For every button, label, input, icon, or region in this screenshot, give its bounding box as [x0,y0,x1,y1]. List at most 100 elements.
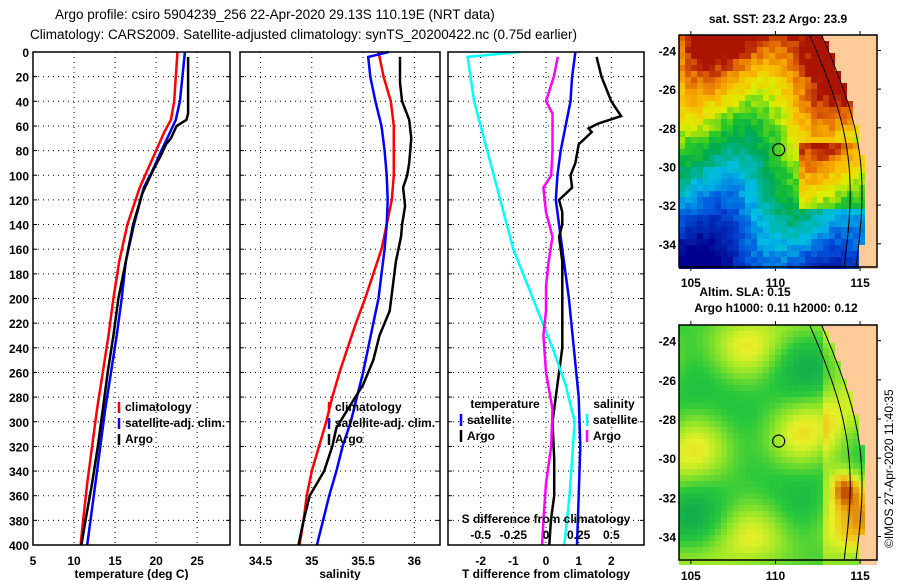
map-cell [685,251,691,257]
map-cell [805,257,811,263]
map-cell [871,373,877,379]
map-cell [697,493,703,499]
map-cell [847,161,853,167]
map-cell [775,83,781,89]
map-cell [781,107,787,113]
map-cell [787,179,793,185]
map-cell [853,203,859,209]
map-cell [847,131,853,137]
map-cell [799,367,805,373]
map-cell [811,391,817,397]
map-cell [769,203,775,209]
map-cell [685,355,691,361]
map-cell [763,155,769,161]
map-cell [781,245,787,251]
map-cell [859,403,865,409]
map-cell [835,433,841,439]
map-cell [841,149,847,155]
map-cell [703,239,709,245]
map-cell [703,95,709,101]
map-cell [733,197,739,203]
map-cell [793,553,799,559]
map-cell [805,397,811,403]
map-cell [853,125,859,131]
map-cell [841,457,847,463]
map-cell [775,439,781,445]
map-cell [685,203,691,209]
map-cell [811,197,817,203]
map-cell [703,379,709,385]
map-cell [697,89,703,95]
map-cell [703,397,709,403]
map-cell [751,493,757,499]
map-cell [763,541,769,547]
map-cell [817,343,823,349]
map-cell [793,245,799,251]
map-cell [739,499,745,505]
map-cell [799,541,805,547]
map-cell [679,137,685,143]
map-cell [691,221,697,227]
map-cell [691,119,697,125]
map-cell [697,547,703,553]
map-cell [793,409,799,415]
map-cell [841,161,847,167]
map-cell [703,373,709,379]
map-cell [835,487,841,493]
map-cell [787,59,793,65]
map-cell [853,173,859,179]
map-cell [811,173,817,179]
map-cell [763,445,769,451]
map-cell [787,529,793,535]
map-cell [787,517,793,523]
map-cell [775,415,781,421]
map-cell [679,427,685,433]
map-cell [739,385,745,391]
map-cell [775,197,781,203]
map-cell [727,559,733,565]
map-cell [715,421,721,427]
map-cell [835,403,841,409]
map-cell [787,337,793,343]
map-cell [811,469,817,475]
map-cell [835,469,841,475]
map-cell [847,535,853,541]
map-cell [679,173,685,179]
map-cell [751,445,757,451]
map-cell [823,101,829,107]
map-cell [739,523,745,529]
map-cell [679,343,685,349]
map-cell [727,47,733,53]
map-cell [835,155,841,161]
map-cell [703,433,709,439]
map-cell [829,487,835,493]
map-cell [727,143,733,149]
map-cell [793,517,799,523]
map-cell [853,107,859,113]
x-axis-label: salinity [319,567,361,580]
map-cell [817,349,823,355]
map-cell [685,349,691,355]
map-cell [685,469,691,475]
map-cell [817,35,823,41]
x-tick-label: 10 [67,554,81,568]
map-cell [757,523,763,529]
map-cell [679,517,685,523]
map-cell [793,143,799,149]
map-cell [679,95,685,101]
map-cell [763,95,769,101]
map-cell [739,529,745,535]
map-cell [733,493,739,499]
map-cell [709,197,715,203]
map-cell [787,113,793,119]
map-cell [805,523,811,529]
map-cell [703,167,709,173]
map-cell [757,137,763,143]
map-cell [739,137,745,143]
map-cell [811,493,817,499]
map-cell [841,523,847,529]
map-cell [853,101,859,107]
map-cell [787,331,793,337]
map-cell [697,535,703,541]
map-cell [841,257,847,263]
